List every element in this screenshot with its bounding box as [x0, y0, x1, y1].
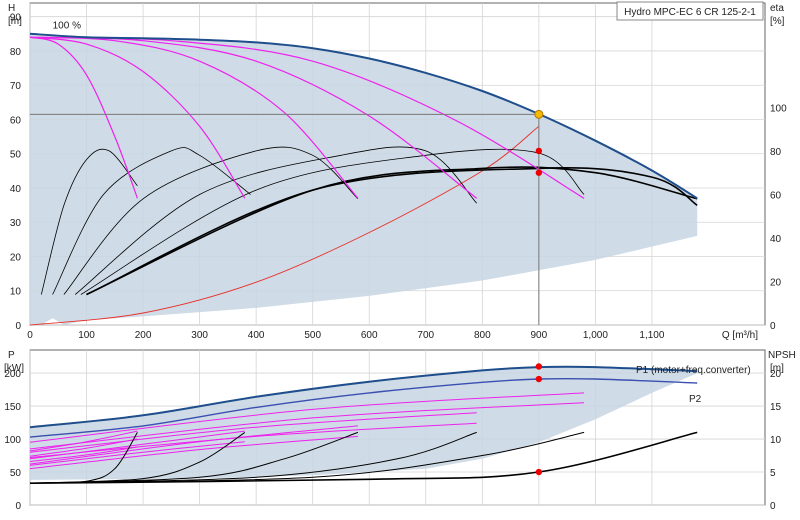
x-tick-label: 0: [27, 330, 33, 341]
bottom-y-left-tick-label: 200: [4, 369, 21, 380]
reduced-speed-power-curve: [29, 446, 138, 462]
y-left-tick-label: 70: [10, 81, 22, 92]
y-right-tick-label: 60: [770, 190, 782, 201]
y-left-tick-label: 50: [10, 150, 22, 161]
y-left-tick-label: 90: [10, 13, 22, 24]
y-left-tick-label: 10: [10, 287, 22, 298]
x-tick-label: 100: [78, 330, 95, 341]
bottom-y-left-axis-label: P: [8, 350, 15, 361]
system-curve: [29, 125, 540, 326]
y-right-axis-unit: [%]: [770, 16, 785, 27]
y-left-tick-label: 80: [10, 47, 22, 58]
x-tick-label: 1,100: [639, 330, 664, 341]
bottom-y-left-tick-label: 0: [15, 501, 21, 512]
reduced-speed-power-curve: [29, 422, 477, 458]
duty-point: [534, 109, 544, 119]
npsh-curve: [29, 431, 698, 484]
y-right-tick-label: 20: [770, 277, 782, 288]
efficiency-point: [535, 147, 543, 155]
series-label-p1: P1 (motor+freq.converter): [636, 365, 751, 376]
y-right-axis-label: eta: [770, 3, 784, 14]
x-tick-label: 900: [531, 330, 548, 341]
bottom-y-left-axis-unit: [kW]: [4, 363, 24, 374]
x-tick-label: 700: [417, 330, 434, 341]
y-left-tick-label: 30: [10, 218, 22, 229]
bottom-y-right-tick-label: 20: [770, 369, 782, 380]
power-curve-p1: [29, 365, 698, 429]
y-right-tick-label: 100: [770, 103, 787, 114]
efficiency-curve: [80, 148, 585, 295]
bottom-y-right-tick-label: 15: [770, 402, 782, 413]
bottom-y-left-tick-label: 50: [10, 468, 22, 479]
efficiency-point: [535, 169, 543, 176]
efficiency-curve: [40, 148, 138, 295]
x-tick-label: 500: [304, 330, 321, 341]
bottom-y-right-tick-label: 0: [770, 501, 776, 512]
x-tick-label: 400: [248, 330, 265, 341]
x-tick-label: 600: [361, 330, 378, 341]
efficiency-curve: [63, 146, 359, 295]
label-100-percent: 100 %: [53, 21, 81, 32]
efficiency-curve: [86, 166, 698, 296]
max-head-curve: [29, 32, 698, 200]
reduced-speed-power-curve: [29, 392, 585, 443]
npsh-point: [535, 468, 543, 476]
bottom-operating-area: [30, 366, 698, 480]
y-left-axis-unit: [m]: [8, 16, 22, 27]
x-tick-label: 800: [474, 330, 491, 341]
reduced-speed-power-curve: [29, 441, 245, 466]
chart-title: Hydro MPC-EC 6 CR 125-2-1: [624, 7, 756, 18]
reduced-speed-power-curve: [29, 402, 585, 450]
x-tick-label: 200: [135, 330, 152, 341]
bottom-y-left-tick-label: 150: [4, 402, 21, 413]
series-label-p2: P2: [689, 394, 702, 405]
bottom-y-right-tick-label: 5: [770, 468, 776, 479]
y-left-tick-label: 20: [10, 252, 22, 263]
reduced-speed-power-curve: [29, 430, 138, 452]
y-left-axis-label: H: [8, 3, 15, 14]
reduced-speed-power-curve: [29, 412, 477, 453]
title-box: [616, 1, 764, 21]
x-tick-label: 300: [191, 330, 208, 341]
x-axis-label: Q [m³/h]: [722, 330, 758, 341]
bottom-y-right-axis-unit: [m]: [770, 363, 784, 374]
y-right-tick-label: 40: [770, 234, 782, 245]
y-left-tick-label: 60: [10, 115, 22, 126]
y-left-tick-label: 0: [15, 321, 21, 332]
speed-curve: [29, 36, 138, 199]
y-right-tick-label: 0: [770, 321, 776, 332]
y-right-tick-label: 80: [770, 147, 782, 158]
bottom-y-right-tick-label: 10: [770, 435, 782, 446]
bottom-y-left-tick-label: 100: [4, 435, 21, 446]
power-curve-p2: [29, 377, 698, 438]
power-point: [535, 363, 543, 370]
speed-curve: [29, 36, 246, 199]
efficiency-curve: [74, 146, 477, 295]
efficiency-curve: [86, 167, 698, 296]
x-tick-label: 1,000: [583, 330, 608, 341]
reduced-speed-power-curve: [29, 435, 358, 470]
y-left-tick-label: 40: [10, 184, 22, 195]
bottom-y-right-axis-label: NPSH: [768, 350, 796, 361]
power-point: [535, 375, 543, 383]
